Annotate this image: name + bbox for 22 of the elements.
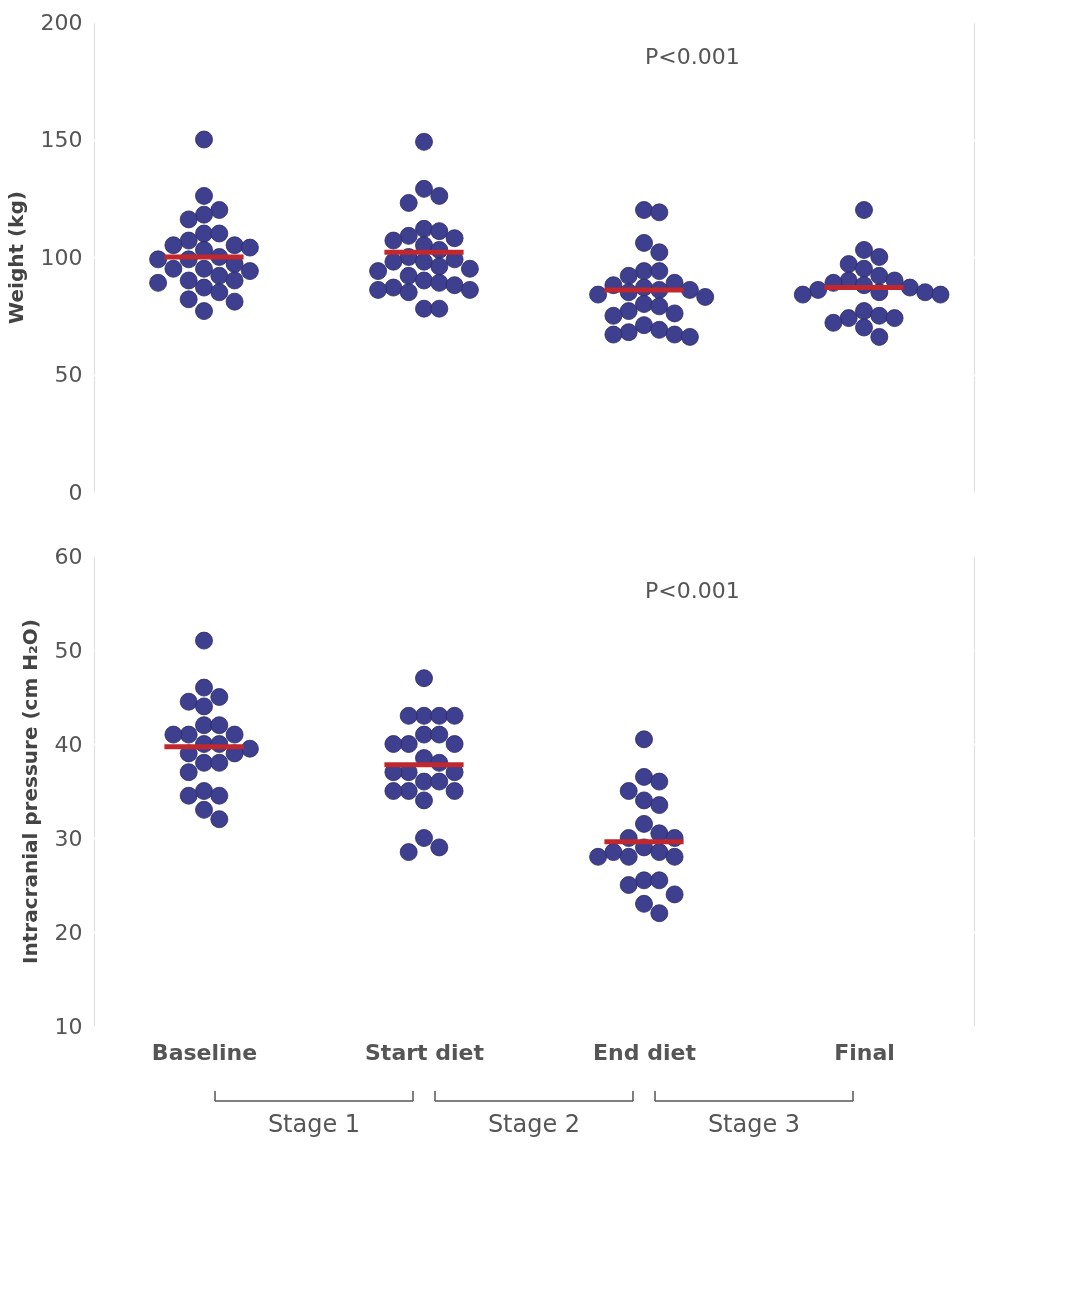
x-tick-label: Baseline	[151, 1039, 258, 1065]
y-tick-label: 30	[54, 825, 83, 851]
x-tick-label: Final	[834, 1039, 895, 1065]
y-tick-label: 10	[54, 1013, 83, 1039]
y-tick-label: 200	[40, 9, 83, 35]
y-tick-label: 40	[54, 731, 83, 757]
y-tick-label: 0	[68, 479, 83, 505]
annotation: P<0.001	[645, 578, 740, 604]
x-tick-label: Start diet	[365, 1039, 485, 1065]
y-axis-title: Intracranial pressure (cm H₂O)	[17, 619, 42, 964]
y-tick-label: 100	[40, 244, 83, 270]
y-tick-label: 50	[54, 362, 83, 387]
text: Stage 2	[487, 1110, 581, 1138]
y-tick-label: 60	[54, 543, 83, 569]
text: Stage 3	[707, 1110, 801, 1138]
x-tick-label: End diet	[593, 1039, 697, 1065]
y-tick-label: 50	[54, 637, 83, 663]
annotation: P<0.001	[645, 44, 740, 70]
y-tick-label: 150	[40, 127, 83, 152]
y-axis-title: Weight (kg)	[3, 191, 28, 324]
y-tick-label: 20	[54, 919, 83, 945]
text: Stage 1	[267, 1110, 361, 1138]
